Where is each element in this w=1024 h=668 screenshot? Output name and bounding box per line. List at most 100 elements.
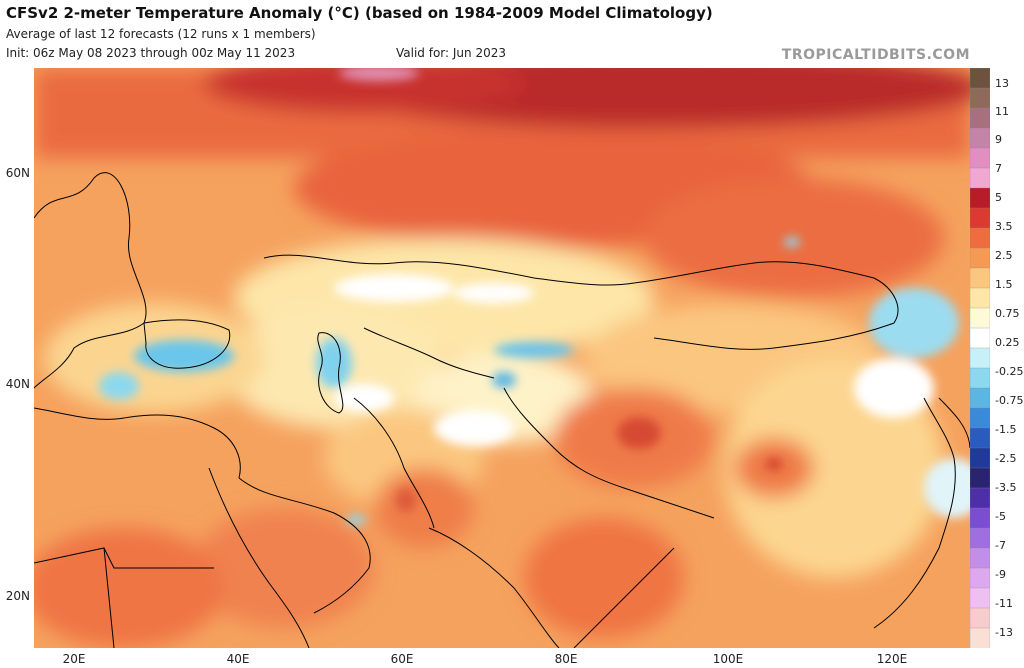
colorbar-swatch (970, 407, 990, 429)
kazakh-white-2 (454, 283, 534, 303)
colorbar-swatch (970, 467, 990, 489)
colorbar-swatch (970, 347, 990, 369)
colorbar (970, 68, 990, 648)
gulf-cool (346, 515, 366, 525)
colorbar-label: 1.5 (995, 278, 1013, 291)
colorbar-label: 0.25 (995, 336, 1020, 349)
colorbar-swatch (970, 287, 990, 309)
red-sea-coast (208, 467, 310, 648)
india-warm (524, 518, 684, 638)
colorbar-swatch (970, 187, 990, 209)
lon-label-120e: 120E (876, 652, 908, 666)
colorbar-label: -7 (995, 539, 1006, 552)
coastline-caspian (317, 332, 344, 414)
kazakh-border (263, 254, 635, 286)
colorbar-label: -1.5 (995, 423, 1017, 436)
lon-label-40e: 40E (226, 652, 250, 666)
colorbar-label: -5 (995, 510, 1006, 523)
lon-label-60e: 60E (390, 652, 414, 666)
colorbar-swatch (970, 107, 990, 129)
colorbar-swatch (970, 227, 990, 249)
colorbar-label: -2.5 (995, 452, 1017, 465)
china-coast (873, 397, 956, 629)
coastline-europe (34, 172, 147, 389)
china-west-border (503, 387, 715, 519)
colorbar-label: -0.25 (995, 365, 1024, 378)
africa-warm (34, 528, 224, 648)
colorbar-swatch (970, 167, 990, 189)
colorbar-swatch (970, 547, 990, 569)
iran-border (353, 397, 435, 529)
brand-watermark: TROPICALTIDBITS.COM (781, 47, 970, 63)
colorbar-label: -3.5 (995, 481, 1017, 494)
northeast-white (854, 358, 934, 418)
colorbar-label: 11 (995, 105, 1009, 118)
tibet-hot (617, 417, 661, 449)
kazakh-white-1 (334, 274, 454, 302)
anomaly-map (34, 68, 970, 648)
coastline-black-sea (143, 319, 231, 369)
colorbar-swatch (970, 68, 990, 89)
colorbar-label: 7 (995, 162, 1002, 175)
colorbar-label: -13 (995, 626, 1013, 639)
colorbar-label: 0.75 (995, 307, 1020, 320)
pakistan-hot (396, 488, 416, 512)
colorbar-swatch (970, 367, 990, 389)
korea-cool (924, 458, 970, 518)
lat-label-20n: 20N (5, 589, 30, 603)
colorbar-swatch (970, 627, 990, 648)
colorbar-label: 3.5 (995, 220, 1013, 233)
manchuria-cool (869, 288, 959, 358)
baikal-cool (784, 237, 800, 247)
colorbar-label: 2.5 (995, 249, 1013, 262)
colorbar-swatch (970, 267, 990, 289)
pakistan-warm (374, 468, 474, 548)
arctic-pink (339, 68, 419, 81)
central-asia-borders (363, 327, 495, 379)
colorbar-swatch (970, 127, 990, 149)
init-time: Init: 06z May 08 2023 through 00z May 11… (6, 46, 296, 60)
colorbar-swatch (970, 387, 990, 409)
colorbar-label: -9 (995, 568, 1006, 581)
colorbar-swatch (970, 507, 990, 529)
colorbar-label: 13 (995, 77, 1009, 90)
colorbar-swatch (970, 207, 990, 229)
arabia-coast (238, 477, 371, 614)
colorbar-swatch (970, 427, 990, 449)
ferghana-cool (492, 372, 516, 388)
colorbar-swatch (970, 607, 990, 629)
colorbar-swatch (970, 327, 990, 349)
lat-label-40n: 40N (5, 377, 30, 391)
india-coast (428, 527, 560, 648)
lat-label-60n: 60N (5, 166, 30, 180)
colorbar-swatch (970, 487, 990, 509)
north-russia-warm (204, 68, 524, 113)
korea-coast (938, 397, 970, 449)
chart-subtitle: Average of last 12 forecasts (12 runs x … (6, 27, 316, 41)
tianshan-cool (494, 342, 574, 358)
colorbar-label: 9 (995, 133, 1002, 146)
colorbar-swatch (970, 147, 990, 169)
caspian-cool (316, 338, 352, 388)
mongolia-border (633, 261, 899, 350)
arabia-warm (194, 508, 374, 628)
colorbar-swatch (970, 447, 990, 469)
aegean-cool (99, 372, 139, 400)
colorbar-label: -0.75 (995, 394, 1024, 407)
coastline-med (34, 407, 241, 479)
colorbar-swatch (970, 587, 990, 609)
colorbar-swatch (970, 307, 990, 329)
india-east-coast (573, 547, 675, 648)
valid-time: Valid for: Jun 2023 (396, 46, 506, 60)
chart-title: CFSv2 2-meter Temperature Anomaly (°C) (… (6, 4, 713, 22)
africa-border (34, 547, 214, 569)
iran-white (334, 384, 394, 412)
sichuan-hot (766, 458, 782, 470)
colorbar-swatch (970, 87, 990, 109)
colorbar-label: 5 (995, 191, 1002, 204)
colorbar-swatch (970, 527, 990, 549)
lon-label-80e: 80E (554, 652, 578, 666)
afghan-white (434, 410, 514, 446)
lon-label-100e: 100E (712, 652, 744, 666)
lon-label-20e: 20E (62, 652, 86, 666)
